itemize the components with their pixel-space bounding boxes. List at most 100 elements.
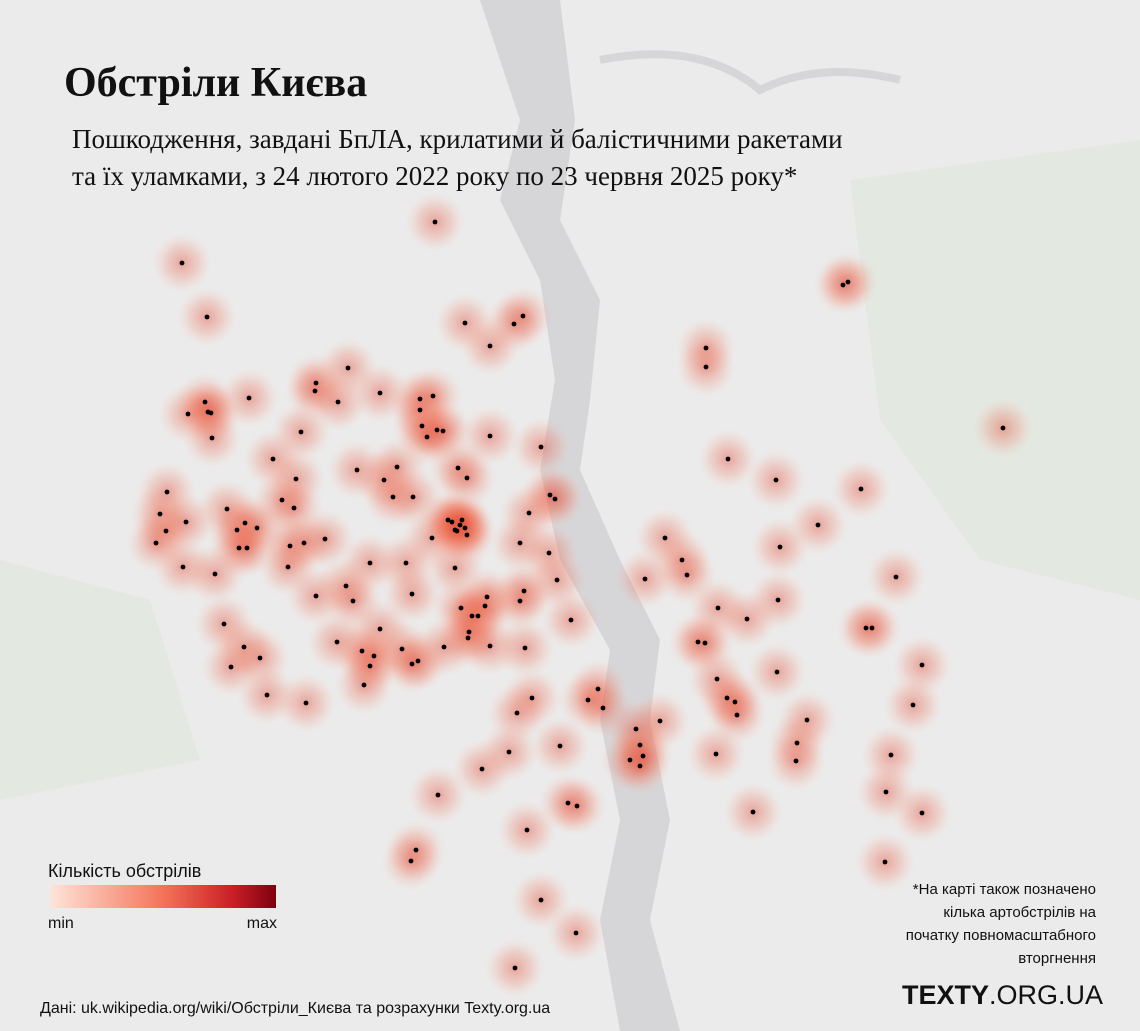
strike-dot [164,489,170,495]
strike-dot [345,365,351,371]
logo-bold: TEXTY [902,980,989,1010]
strike-dot [1000,425,1006,431]
subtitle: Пошкодження, завдані БпЛА, крилатими й б… [72,124,843,154]
strike-dot [774,669,780,675]
strike-dot [204,314,210,320]
strike-dot [298,429,304,435]
strike-dot [202,399,208,405]
strike-dot [529,695,535,701]
dot-layer [153,219,1006,971]
strike-dot [279,497,285,503]
strike-dot [919,662,925,668]
strike-dot [445,517,451,523]
footnote: кілька артобстрілів на [943,904,1096,921]
strike-dot [526,510,532,516]
strike-dot [919,810,925,816]
strike-dot [441,644,447,650]
strike-dot [377,626,383,632]
strike-dot [244,545,250,551]
strike-dot [633,726,639,732]
strike-dot [573,930,579,936]
strike-dot [845,279,851,285]
strike-dot [565,800,571,806]
strike-dot [910,702,916,708]
footnote: *На карті також позначено [913,881,1096,898]
strike-dot [424,434,430,440]
strike-dot [883,789,889,795]
strike-dot [888,752,894,758]
strike-dot [804,717,810,723]
strike-dot [179,260,185,266]
strike-dot [221,621,227,627]
strike-dot [511,321,517,327]
strike-dot [724,695,730,701]
strike-dot [270,456,276,462]
source: Дані: uk.wikipedia.org/wiki/Обстріли_Киє… [40,1000,550,1017]
strike-dot [773,477,779,483]
strike-dot [322,536,328,542]
legend-title: Кількість обстрілів [48,861,201,881]
strike-dot [381,477,387,483]
green-area [0,560,200,800]
strike-dot [538,897,544,903]
legend-max: max [247,915,277,932]
subtitle: та їх уламками, з 24 лютого 2022 року по… [72,161,797,191]
strike-dot [777,544,783,550]
strike-dot [469,613,475,619]
strike-dot [429,535,435,541]
strike-dot [863,625,869,631]
strike-dot [313,593,319,599]
strike-dot [568,617,574,623]
strike-dot [657,718,663,724]
strike-dot [417,407,423,413]
strike-dot [293,476,299,482]
strike-dot [840,282,846,288]
strike-dot [432,219,438,225]
strike-dot [153,540,159,546]
strike-dot [642,576,648,582]
strike-dot [212,571,218,577]
footnote: початку повномасштабного [906,927,1096,944]
legend-min: min [48,915,74,932]
strike-dot [703,364,709,370]
strike-dot [371,653,377,659]
strike-dot [419,423,425,429]
strike-dot [640,753,646,759]
strike-dot [520,313,526,319]
strike-dot [291,505,297,511]
title: Обстріли Києва [64,60,367,106]
strike-dot [487,643,493,649]
strike-dot [459,517,465,523]
strike-dot [662,535,668,541]
strike-dot [679,557,685,563]
green-area [850,140,1140,600]
strike-dot [377,390,383,396]
strike-dot [714,676,720,682]
strike-dot [600,705,606,711]
strike-dot [538,444,544,450]
strike-dot [858,486,864,492]
strike-dot [257,655,263,661]
strike-dot [487,433,493,439]
strike-dot [703,345,709,351]
strike-dot [403,560,409,566]
strike-dot [449,519,455,525]
strike-dot [452,565,458,571]
strike-dot [775,597,781,603]
strike-dot [367,560,373,566]
strike-dot [512,965,518,971]
strike-dot [732,699,738,705]
footnote: вторгнення [1018,950,1096,967]
logo: TEXTY.ORG.UA [902,980,1103,1010]
strike-dot [361,682,367,688]
strike-dot [335,399,341,405]
strike-dot [287,543,293,549]
strike-dot [637,742,643,748]
strike-dot [557,743,563,749]
strike-dot [547,492,553,498]
strike-dot [413,847,419,853]
strike-dot [522,645,528,651]
strike-dot [465,635,471,641]
strike-dot [224,506,230,512]
strike-dot [334,639,340,645]
